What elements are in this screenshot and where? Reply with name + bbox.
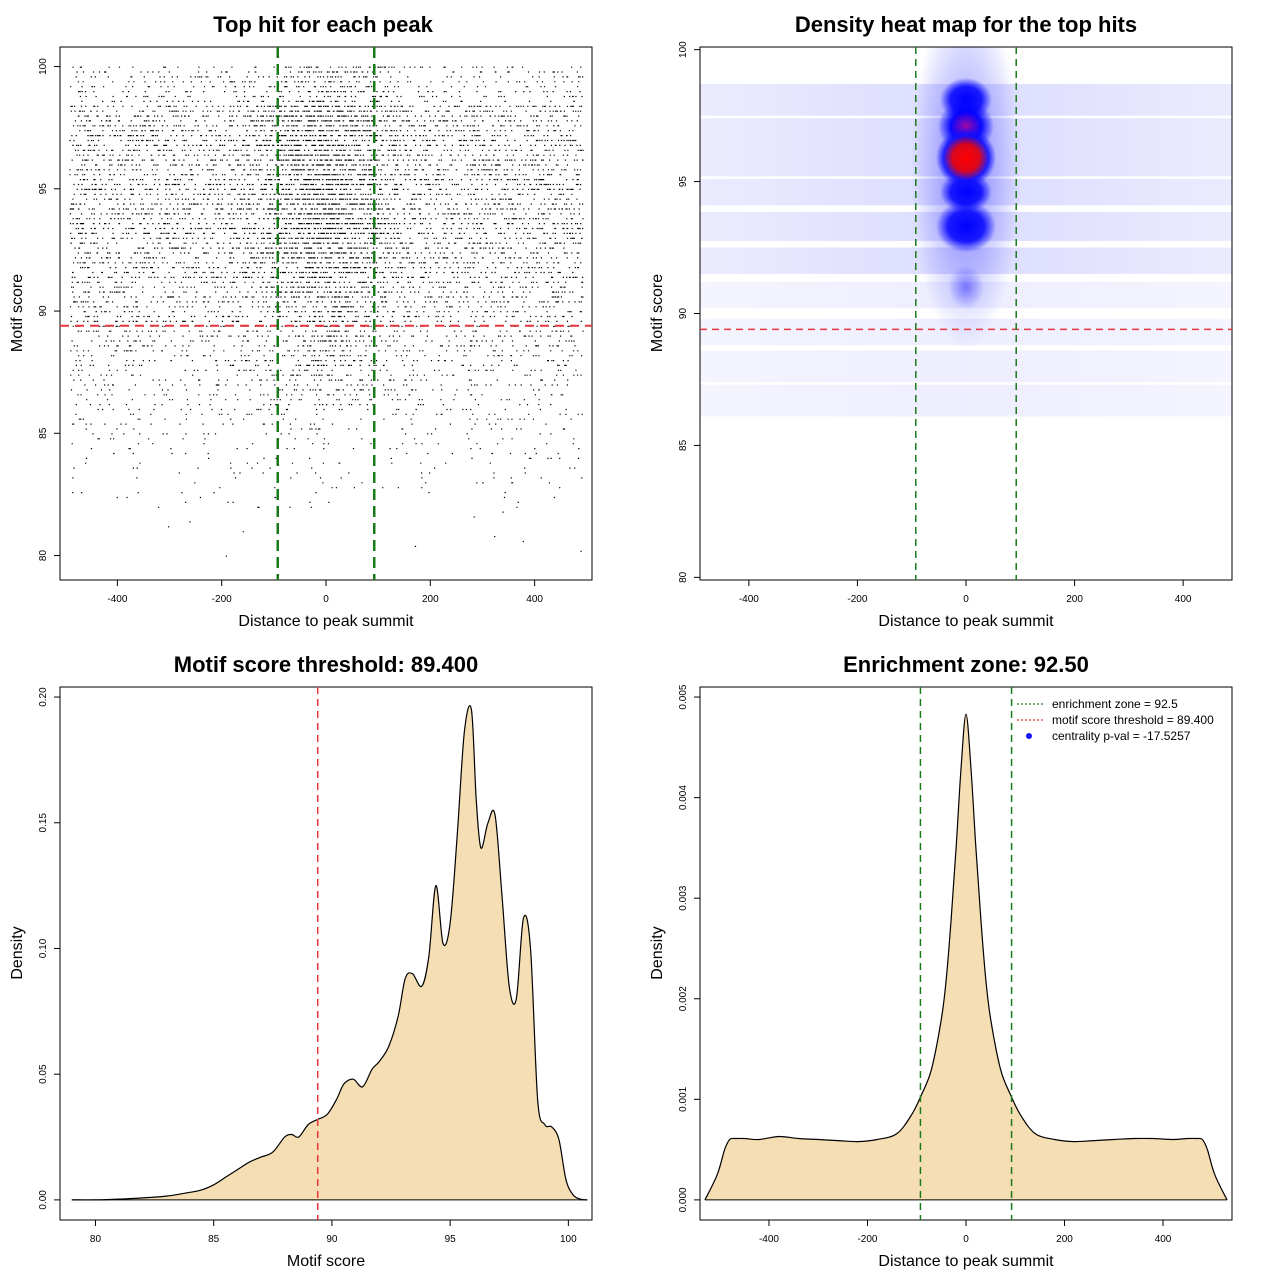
scatter-x-tick-label: -200 xyxy=(212,594,232,605)
score-density-x-tick-label: 100 xyxy=(560,1234,577,1245)
distance-density-y-tick-label: 0.000 xyxy=(678,1187,689,1212)
distance-density-y-label: Density xyxy=(649,926,666,979)
scatter-x-axis: -400 -200 0 200 400 xyxy=(107,580,543,605)
heatmap-band xyxy=(700,384,1232,417)
scatter-point xyxy=(69,66,584,557)
distance-density-fill xyxy=(704,714,1228,1200)
heatmap-hotspot xyxy=(936,200,996,253)
heatmap-x-tick-label: 0 xyxy=(963,594,969,605)
distance-density-line xyxy=(704,713,1228,1201)
scatter-x-tick-label: 200 xyxy=(422,594,439,605)
score-density-x-axis: 80 85 90 95 100 xyxy=(90,1220,577,1245)
heatmap-y-tick-label: 100 xyxy=(678,41,689,58)
score-density-panel: Motif score threshold: 89.400 80 85 90 95 10… xyxy=(9,652,593,1270)
heatmap-panel: Density heat map for the top hits -400 -2… xyxy=(649,12,1233,630)
legend-item-label: motif score threshold = 89.400 xyxy=(1052,713,1214,727)
distance-density-x-tick-label: 400 xyxy=(1155,1234,1172,1245)
score-density-x-label: Motif score xyxy=(287,1253,365,1270)
scatter-y-axis: 80 85 90 95 100 xyxy=(38,58,60,561)
scatter-y-tick-label: 85 xyxy=(38,427,49,439)
distance-density-y-axis: 0.000 0.001 0.002 0.003 0.004 0.005 xyxy=(678,684,700,1212)
scatter-y-tick-label: 90 xyxy=(38,305,49,317)
score-density-y-tick-label: 0.10 xyxy=(38,938,49,958)
scatter-title: Top hit for each peak xyxy=(213,12,433,37)
score-density-fill xyxy=(71,705,588,1200)
score-density-y-tick-label: 0.05 xyxy=(38,1064,49,1084)
scatter-y-label: Motif score xyxy=(9,274,26,352)
score-density-y-tick-label: 0.20 xyxy=(38,687,49,707)
heatmap-density xyxy=(700,47,1232,417)
heatmap-title: Density heat map for the top hits xyxy=(795,12,1137,37)
distance-density-x-label: Distance to peak summit xyxy=(878,1253,1054,1270)
distance-density-x-tick-label: -200 xyxy=(857,1234,877,1245)
distance-density-title: Enrichment zone: 92.50 xyxy=(843,652,1089,677)
distance-density-y-tick-label: 0.002 xyxy=(678,986,689,1011)
heatmap-y-tick-label: 95 xyxy=(678,176,689,188)
heatmap-y-tick-label: 85 xyxy=(678,439,689,451)
scatter-x-tick-label: 400 xyxy=(526,594,543,605)
score-density-title: Motif score threshold: 89.400 xyxy=(174,652,478,677)
distance-density-y-tick-label: 0.001 xyxy=(678,1086,689,1111)
scatter-plot-frame xyxy=(59,46,593,581)
scatter-x-tick-label: -400 xyxy=(107,594,127,605)
heatmap-hotspot xyxy=(948,265,984,310)
heatmap-band xyxy=(700,350,1232,383)
distance-density-reference-lines xyxy=(919,687,1013,1220)
heatmap-x-tick-label: -200 xyxy=(847,594,867,605)
score-density-plot-frame xyxy=(59,686,593,1221)
distance-density-x-tick-label: -400 xyxy=(759,1234,779,1245)
heatmap-y-tick-label: 80 xyxy=(678,571,689,583)
score-density-y-axis: 0.00 0.05 0.10 0.15 0.20 xyxy=(38,687,60,1210)
distance-density-y-tick-label: 0.004 xyxy=(678,785,689,810)
heatmap-x-label: Distance to peak summit xyxy=(878,613,1054,630)
heatmap-reference-lines xyxy=(700,47,1232,580)
score-density-x-tick-label: 90 xyxy=(326,1234,338,1245)
heatmap-y-axis: 80 85 90 95 100 xyxy=(678,41,700,583)
scatter-y-tick-label: 95 xyxy=(38,183,49,195)
heatmap-x-tick-label: -400 xyxy=(739,594,759,605)
scatter-points xyxy=(69,66,584,557)
distance-density-curve xyxy=(704,713,1228,1201)
heatmap-y-label: Motif score xyxy=(649,274,666,352)
legend-dot-swatch xyxy=(1026,733,1032,739)
distance-density-x-axis: -400 -200 0 200 400 xyxy=(759,1220,1172,1245)
score-density-y-tick-label: 0.15 xyxy=(38,813,49,833)
score-density-curve xyxy=(71,704,588,1201)
heatmap-x-axis: -400 -200 0 200 400 xyxy=(739,580,1192,605)
distance-density-legend: enrichment zone = 92.5 motif score thresh… xyxy=(1017,697,1214,743)
score-density-x-tick-label: 80 xyxy=(90,1234,102,1245)
distance-density-x-tick-label: 0 xyxy=(963,1234,969,1245)
score-density-x-tick-label: 85 xyxy=(208,1234,220,1245)
score-density-y-label: Density xyxy=(9,926,26,979)
distance-density-y-tick-label: 0.003 xyxy=(678,885,689,910)
scatter-y-tick-label: 100 xyxy=(38,58,49,75)
heatmap-x-tick-label: 200 xyxy=(1066,594,1083,605)
scatter-panel: Top hit for each peak -400 -200 0 200 400 80… xyxy=(9,12,593,630)
heatmap-y-tick-label: 90 xyxy=(678,308,689,320)
scatter-x-tick-label: 0 xyxy=(323,594,329,605)
scatter-reference-lines xyxy=(60,47,592,580)
legend-item-label: centrality p-val = -17.5257 xyxy=(1052,729,1191,743)
score-density-x-tick-label: 95 xyxy=(445,1234,457,1245)
legend-item-label: enrichment zone = 92.5 xyxy=(1052,697,1178,711)
scatter-x-label: Distance to peak summit xyxy=(238,613,414,630)
score-density-line xyxy=(71,704,588,1201)
distance-density-panel: Enrichment zone: 92.50 -400 -200 0 200 400 0… xyxy=(649,652,1233,1270)
distance-density-y-tick-label: 0.005 xyxy=(678,684,689,709)
heatmap-x-tick-label: 400 xyxy=(1175,594,1192,605)
score-density-y-tick-label: 0.00 xyxy=(38,1190,49,1210)
heatmap-hotspot xyxy=(936,127,996,188)
scatter-y-tick-label: 80 xyxy=(38,550,49,562)
distance-density-x-tick-label: 200 xyxy=(1056,1234,1073,1245)
